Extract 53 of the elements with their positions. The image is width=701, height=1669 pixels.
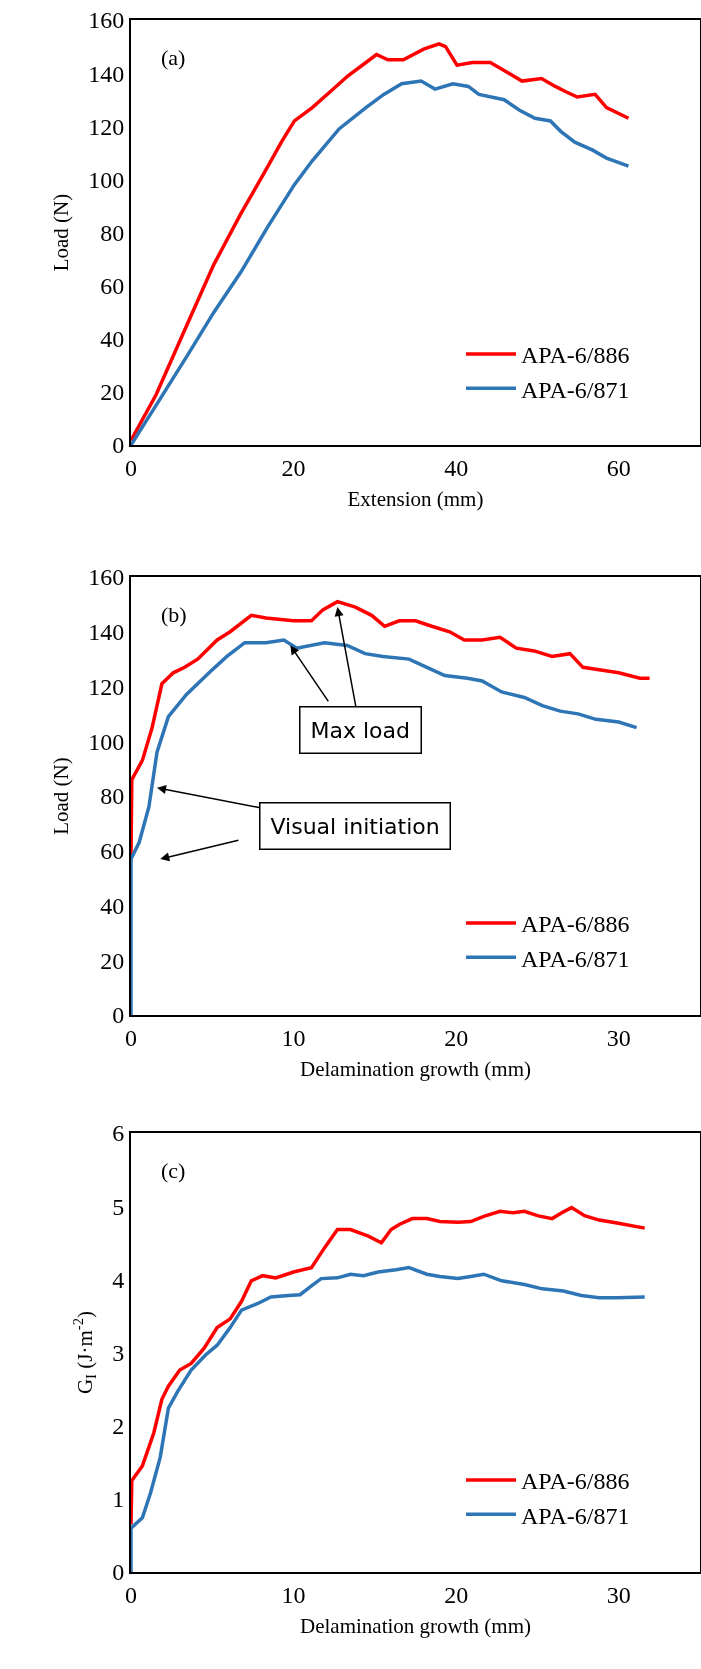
line-series xyxy=(131,638,639,1015)
legend-label: APA-6/871 xyxy=(521,1502,630,1529)
legend-label: APA-6/871 xyxy=(521,376,630,403)
x-tick-label: 30 xyxy=(606,1581,631,1608)
line-series xyxy=(131,1265,647,1572)
y-tick-label: 140 xyxy=(88,60,125,87)
y-tick-label: 4 xyxy=(112,1266,125,1293)
annotation: (b) xyxy=(161,602,187,627)
legend-label: APA-6/886 xyxy=(521,342,630,369)
annotation: (a) xyxy=(161,45,186,70)
y-tick-label: 3 xyxy=(112,1339,125,1366)
x-tick-label: 30 xyxy=(606,1024,631,1051)
legend-label: APA-6/871 xyxy=(521,945,630,972)
y-tick-label: 80 xyxy=(100,783,125,810)
y-tick-label: 0 xyxy=(112,1559,125,1586)
annotation: Visual initiation xyxy=(270,813,440,839)
y-tick-label: 0 xyxy=(112,1002,125,1029)
y-tick-label: 120 xyxy=(88,113,125,140)
annotation: (c) xyxy=(161,1158,186,1183)
x-tick-label: 20 xyxy=(444,1581,469,1608)
y-tick-label: 100 xyxy=(88,166,125,193)
y-tick-label: 120 xyxy=(88,673,125,700)
line-series xyxy=(131,1205,647,1527)
x-axis-title: Delamination growth (mm) xyxy=(300,1614,531,1639)
y-tick-label: 1 xyxy=(112,1486,125,1513)
y-tick-label: 60 xyxy=(100,273,125,300)
x-axis-title: Delamination growth (mm) xyxy=(300,1057,531,1082)
x-tick-label: 20 xyxy=(444,1024,469,1051)
y-tick-label: 40 xyxy=(100,326,125,353)
y-tick-label: 40 xyxy=(100,892,125,919)
y-tick-label: 100 xyxy=(88,728,125,755)
y-tick-label: 160 xyxy=(88,7,125,34)
x-tick-label: 40 xyxy=(444,454,469,481)
legend-label: APA-6/886 xyxy=(521,1468,630,1495)
x-tick-label: 60 xyxy=(606,454,631,481)
y-tick-label: 140 xyxy=(88,619,125,646)
x-tick-label: 10 xyxy=(281,1581,306,1608)
y-axis-title: Load (N) xyxy=(48,757,73,835)
y-tick-label: 80 xyxy=(100,219,125,246)
y-tick-label: 20 xyxy=(100,379,125,406)
x-tick-label: 10 xyxy=(281,1024,306,1051)
annotation: Max load xyxy=(310,717,410,743)
y-tick-label: 6 xyxy=(112,1120,125,1147)
y-tick-label: 2 xyxy=(112,1413,125,1440)
legend-label: APA-6/886 xyxy=(521,911,630,938)
y-tick-label: 5 xyxy=(112,1193,125,1220)
y-tick-label: 160 xyxy=(88,564,125,591)
y-axis-title: Load (N) xyxy=(48,193,73,272)
x-axis-title: Extension (mm) xyxy=(347,487,484,512)
x-tick-label: 20 xyxy=(281,454,306,481)
y-tick-label: 60 xyxy=(100,838,125,865)
y-tick-label: 20 xyxy=(100,947,125,974)
y-tick-label: 0 xyxy=(112,432,125,459)
